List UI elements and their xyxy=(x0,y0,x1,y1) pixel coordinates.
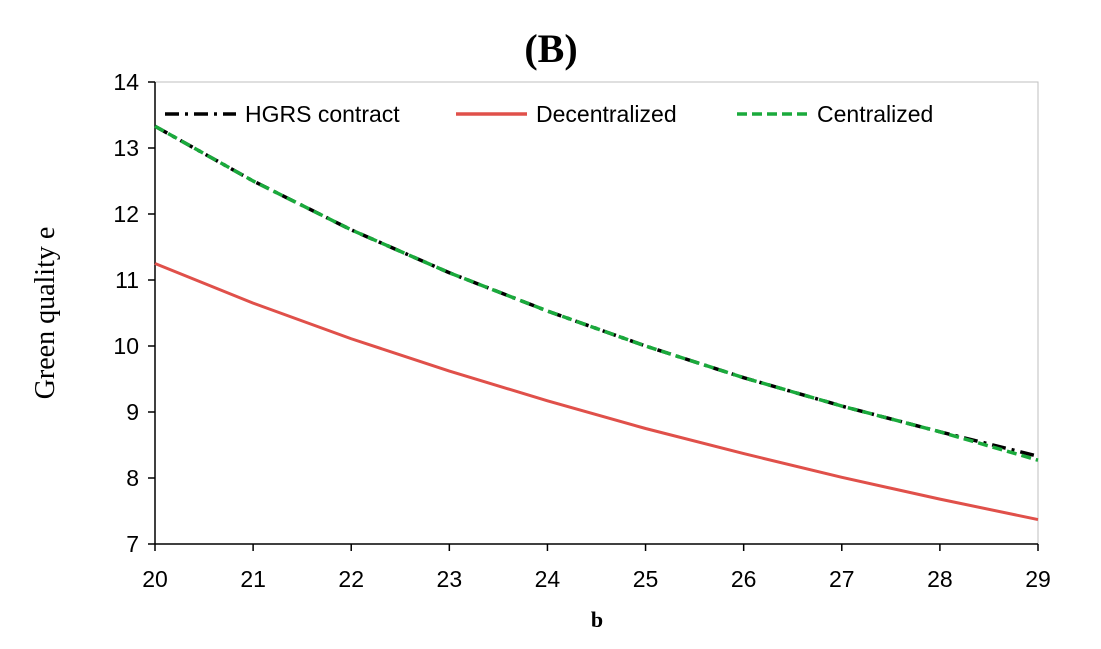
y-tick-label: 11 xyxy=(115,267,139,293)
x-tick-label: 21 xyxy=(240,566,266,592)
y-axis: 7 8 9 10 11 12 13 14 xyxy=(113,69,155,557)
legend-label: HGRS contract xyxy=(245,101,400,127)
x-tick-label: 28 xyxy=(927,566,953,592)
x-tick-label: 20 xyxy=(142,566,168,592)
y-tick-label: 7 xyxy=(126,531,139,557)
series-layer xyxy=(154,124,1039,522)
chart-title: (B) xyxy=(524,26,577,71)
legend-label: Centralized xyxy=(817,101,933,127)
legend: HGRS contract Decentralized Centralized xyxy=(165,101,933,127)
series-line-centralized xyxy=(154,124,1039,462)
series-line-hgrs-contract xyxy=(154,124,1039,458)
y-tick-label: 8 xyxy=(126,465,139,491)
y-tick-label: 10 xyxy=(113,333,139,359)
y-tick-label: 13 xyxy=(113,135,139,161)
y-tick-label: 12 xyxy=(113,201,139,227)
series-line-decentralized xyxy=(154,262,1039,522)
x-axis-title: b xyxy=(591,607,603,632)
x-tick-label: 22 xyxy=(338,566,364,592)
x-tick-label: 27 xyxy=(829,566,855,592)
x-tick-label: 23 xyxy=(437,566,463,592)
y-tick-label: 9 xyxy=(126,399,139,425)
y-axis-title: Green quality e xyxy=(30,227,61,400)
y-tick-label: 14 xyxy=(113,69,139,95)
x-tick-label: 25 xyxy=(633,566,659,592)
x-axis: 20 21 22 23 24 25 26 27 28 29 xyxy=(142,544,1051,592)
x-tick-label: 24 xyxy=(535,566,561,592)
plot-area-border xyxy=(154,81,1039,545)
x-tick-label: 29 xyxy=(1025,566,1051,592)
legend-label: Decentralized xyxy=(536,101,677,127)
x-tick-label: 26 xyxy=(731,566,757,592)
